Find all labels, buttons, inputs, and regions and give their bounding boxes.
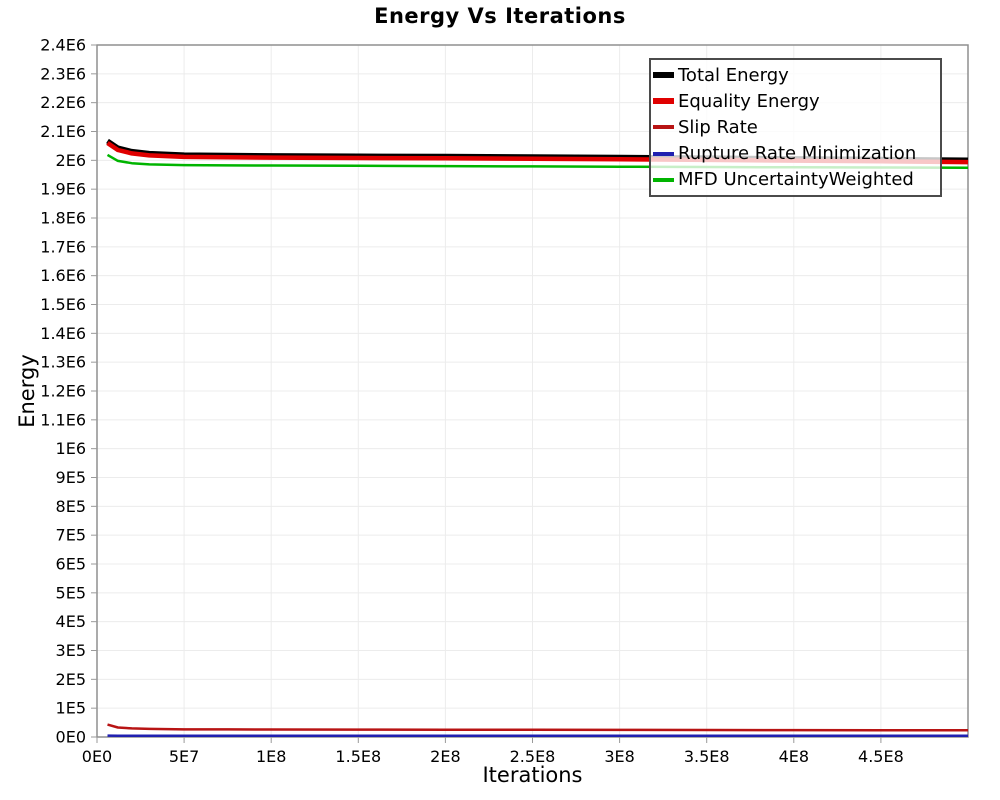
- legend-swatch-rupture-rate-minimization: [653, 151, 674, 156]
- legend-label: MFD UncertaintyWeighted: [678, 169, 914, 191]
- y-tick-label: 1.1E6: [40, 410, 86, 429]
- y-tick-label: 1E6: [56, 439, 86, 458]
- legend-item-equality-energy: Equality Energy: [653, 88, 940, 114]
- x-axis-label: Iterations: [482, 763, 583, 787]
- y-tick-label: 1.2E6: [40, 382, 86, 401]
- legend-box: Total Energy Equality Energy Slip Rate R…: [649, 58, 942, 197]
- y-tick-label: 2.1E6: [40, 122, 86, 141]
- y-tick-label: 6E5: [56, 555, 86, 574]
- legend-item-mfd-uncertaintyweighted: MFD UncertaintyWeighted: [653, 167, 940, 193]
- legend-label: Slip Rate: [678, 116, 758, 138]
- y-tick-label: 1E5: [56, 699, 86, 718]
- series-line-slip-rate: [107, 723, 968, 732]
- x-tick-label: 2E8: [430, 747, 460, 766]
- legend-swatch-mfd-uncertaintyweighted: [653, 177, 674, 182]
- y-tick-label: 1.9E6: [40, 180, 86, 199]
- y-tick-label: 0E0: [56, 728, 86, 747]
- y-tick-label: 9E5: [56, 468, 86, 487]
- y-tick-label: 4E5: [56, 612, 86, 631]
- y-tick-label: 5E5: [56, 583, 86, 602]
- legend-swatch-total-energy: [653, 72, 674, 79]
- y-tick-label: 1.4E6: [40, 324, 86, 343]
- y-tick-label: 1.7E6: [40, 237, 86, 256]
- x-tick-label: 1.5E8: [335, 747, 381, 766]
- y-tick-label: 2.2E6: [40, 93, 86, 112]
- x-tick-label: 3.5E8: [684, 747, 730, 766]
- y-tick-label: 1.6E6: [40, 266, 86, 285]
- y-tick-label: 1.3E6: [40, 353, 86, 372]
- x-tick-label: 3E8: [604, 747, 634, 766]
- y-tick-label: 8E5: [56, 497, 86, 516]
- legend-label: Total Energy: [678, 64, 789, 86]
- y-tick-label: 1.8E6: [40, 209, 86, 228]
- legend-label: Equality Energy: [678, 90, 820, 112]
- y-tick-label: 1.5E6: [40, 295, 86, 314]
- legend-item-total-energy: Total Energy: [653, 62, 940, 88]
- x-tick-label: 2.5E8: [510, 747, 556, 766]
- x-tick-label: 0E0: [82, 747, 112, 766]
- y-tick-label: 2.3E6: [40, 64, 86, 83]
- chart-title: Energy Vs Iterations: [374, 4, 626, 28]
- x-tick-label: 1E8: [256, 747, 286, 766]
- y-tick-label: 7E5: [56, 526, 86, 545]
- x-tick-label: 4E8: [779, 747, 809, 766]
- legend-item-slip-rate: Slip Rate: [653, 114, 940, 140]
- y-tick-label: 2E5: [56, 670, 86, 689]
- legend-item-rupture-rate-minimization: Rupture Rate Minimization: [653, 141, 940, 167]
- legend-swatch-equality-energy: [653, 98, 674, 105]
- y-tick-label: 3E5: [56, 641, 86, 660]
- y-tick-label: 2E6: [56, 151, 86, 170]
- y-tick-label: 2.4E6: [40, 36, 86, 55]
- x-tick-label: 4.5E8: [858, 747, 904, 766]
- legend-label: Rupture Rate Minimization: [678, 143, 917, 165]
- y-axis-label: Energy: [15, 354, 39, 428]
- x-tick-label: 5E7: [169, 747, 199, 766]
- legend-swatch-slip-rate: [653, 125, 674, 130]
